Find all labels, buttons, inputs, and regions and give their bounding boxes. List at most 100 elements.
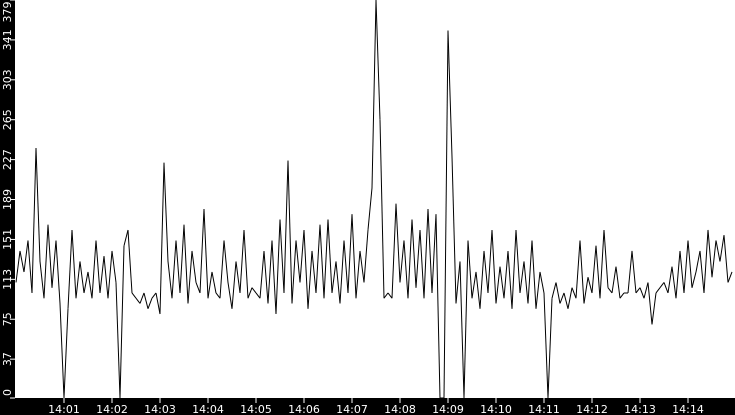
data-segment — [723, 235, 729, 283]
x-tick-label: 14:01 — [48, 403, 80, 415]
data-segment — [331, 261, 337, 294]
data-segment — [299, 229, 305, 283]
data-segment — [555, 282, 561, 304]
data-segment — [43, 224, 49, 299]
data-segment — [703, 229, 709, 294]
data-segment — [147, 298, 153, 309]
data-segment — [607, 287, 613, 294]
data-segment — [15, 250, 21, 283]
x-tick-label: 14:05 — [240, 403, 272, 415]
x-tick-label: 14:04 — [192, 403, 224, 415]
data-segment — [695, 250, 701, 273]
data-segment — [203, 208, 209, 299]
data-segment — [155, 292, 161, 315]
data-segment — [371, 0, 377, 188]
x-tick-label: 14:12 — [576, 403, 608, 415]
data-segment — [291, 240, 297, 304]
data-segment — [611, 266, 617, 294]
data-segment — [343, 240, 349, 294]
data-segment — [315, 224, 321, 294]
data-segment — [659, 282, 665, 289]
data-segment — [547, 298, 553, 399]
data-segment — [215, 292, 221, 299]
data-segment — [259, 250, 265, 299]
data-segment — [255, 292, 261, 299]
data-segment — [727, 271, 733, 283]
data-segment — [131, 292, 137, 299]
data-segment — [75, 261, 81, 299]
data-segment — [83, 271, 89, 294]
data-segment — [23, 240, 29, 273]
data-segment — [567, 287, 573, 309]
data-segment — [507, 250, 513, 309]
data-segment — [683, 240, 689, 294]
data-segment — [39, 261, 45, 299]
data-segment — [279, 219, 285, 294]
data-segment — [239, 229, 245, 294]
data-segment — [423, 208, 429, 299]
data-segment — [175, 240, 181, 294]
y-tick-label: 341 — [1, 29, 14, 50]
data-segment — [379, 119, 385, 299]
data-segment — [339, 240, 345, 304]
y-tick-label: 75 — [1, 312, 14, 326]
data-segment — [599, 229, 605, 299]
data-segment — [715, 240, 721, 262]
data-segment — [227, 282, 233, 309]
data-segment — [103, 256, 109, 299]
data-segment — [119, 245, 125, 399]
data-segment — [179, 224, 185, 294]
data-segment — [539, 271, 545, 294]
data-segment — [515, 229, 521, 294]
data-segment — [51, 240, 57, 288]
data-segment — [35, 148, 41, 262]
data-segment — [375, 0, 381, 120]
data-segment — [451, 156, 457, 304]
data-segment — [403, 240, 409, 299]
x-tick-label: 14:09 — [432, 403, 464, 415]
data-segment — [19, 250, 25, 273]
x-tick-label: 14:14 — [672, 403, 704, 415]
data-segment — [159, 162, 165, 315]
data-segment — [135, 297, 141, 304]
data-segment — [267, 240, 273, 304]
data-segment — [219, 240, 225, 299]
y-tick-label: 189 — [1, 189, 14, 210]
data-segment — [647, 282, 653, 325]
data-segment — [275, 219, 281, 315]
data-segment — [127, 229, 133, 294]
data-segment — [635, 287, 641, 294]
data-segment — [619, 292, 625, 299]
data-segment — [563, 292, 569, 309]
data-segment — [675, 250, 681, 299]
data-segment — [535, 271, 541, 309]
data-segment — [307, 250, 313, 309]
data-segment — [671, 266, 677, 299]
x-axis-background — [0, 398, 735, 415]
data-segment — [235, 261, 241, 294]
data-segment — [363, 229, 369, 283]
data-segment — [79, 261, 85, 294]
data-segment — [475, 271, 481, 309]
data-segment — [367, 187, 373, 231]
data-segment — [579, 240, 585, 304]
data-segment — [483, 250, 489, 294]
x-axis: 14:01 14:02 14:03 14:04 14:05 14:06 14:07 14:08… — [48, 398, 704, 415]
data-segment — [707, 229, 713, 278]
data-segment — [63, 308, 69, 399]
x-tick-label: 14:08 — [384, 403, 416, 415]
data-segment — [543, 292, 549, 399]
data-segment — [655, 287, 661, 294]
data-segment — [587, 277, 593, 294]
data-segment — [571, 287, 577, 299]
data-segment — [399, 240, 405, 283]
data-segment — [455, 261, 461, 304]
data-segment — [163, 162, 169, 262]
data-segment — [551, 282, 557, 299]
y-tick-label: 303 — [1, 69, 14, 90]
data-segment — [651, 292, 657, 325]
data-segment — [495, 266, 501, 304]
data-segment — [355, 250, 361, 299]
data-segment — [295, 240, 301, 283]
